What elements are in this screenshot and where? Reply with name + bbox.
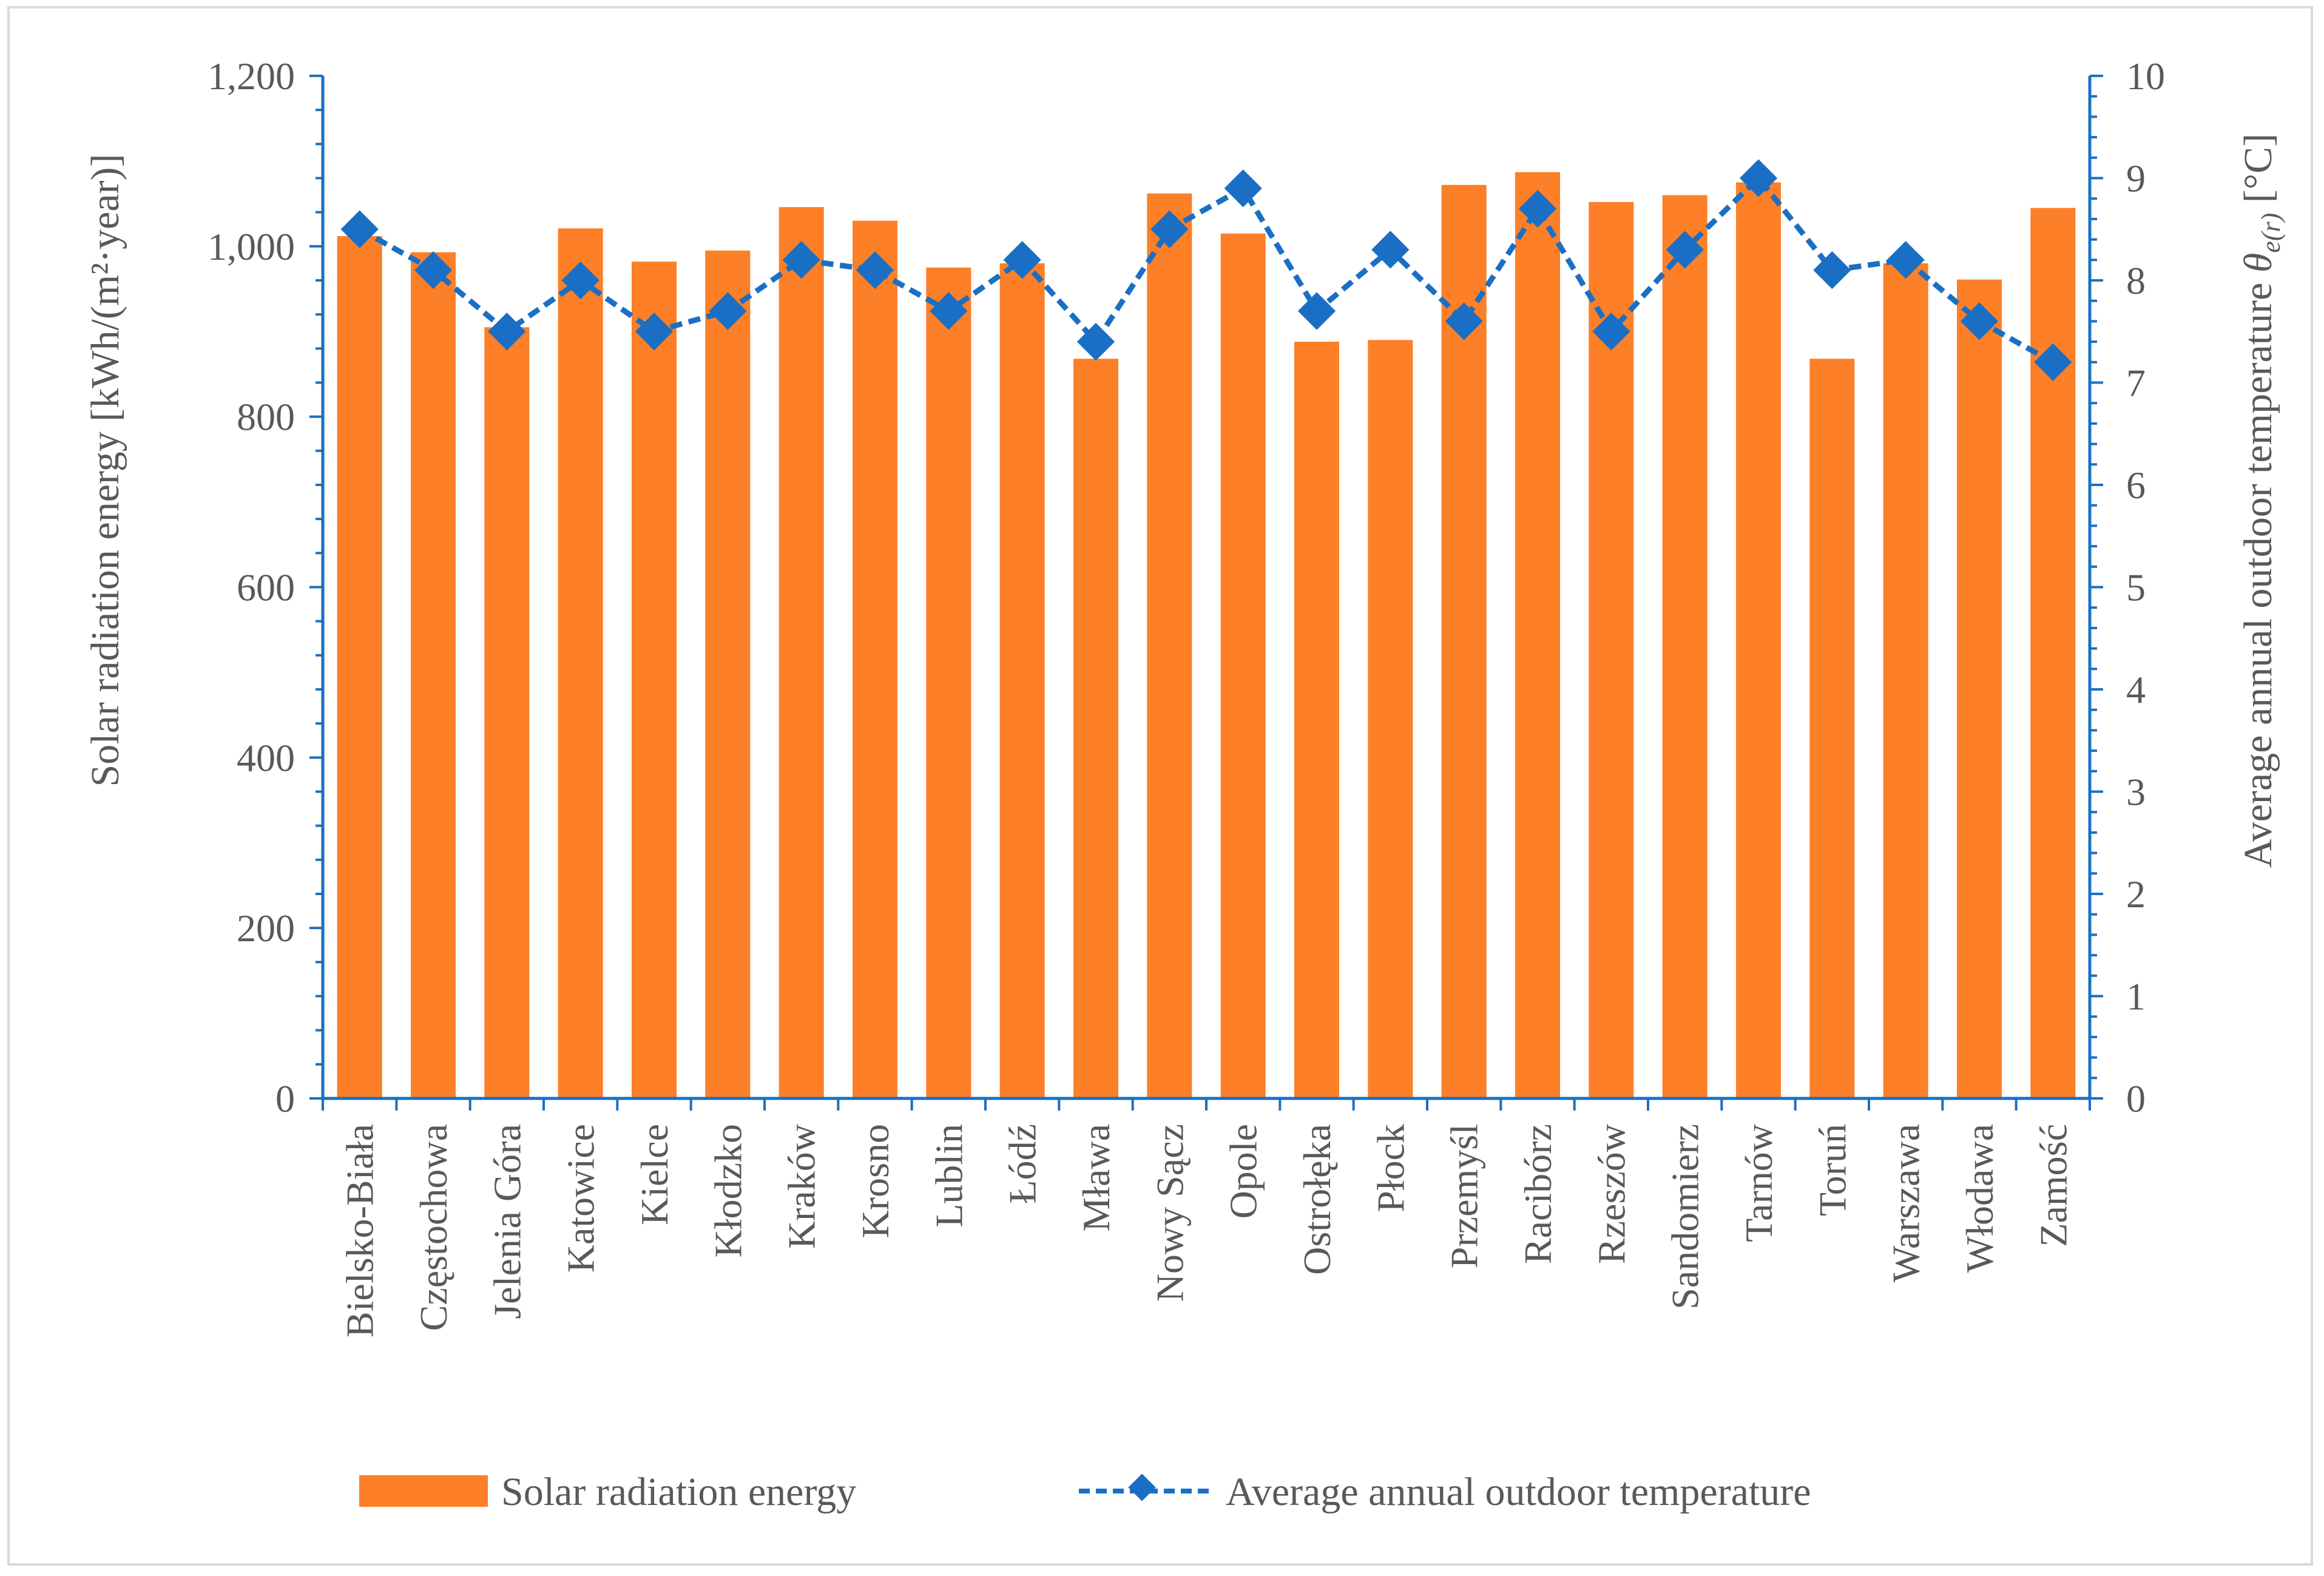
left-axis-ticks: 0 200 400 600 800 1,000 1,200 — [208, 55, 323, 1120]
category-label-5: Kielce — [633, 1124, 676, 1225]
legend: Solar radiation energy Average annual ou… — [359, 1470, 1811, 1514]
category-label-13: Opole — [1222, 1124, 1265, 1219]
category-label-12: Nowy Sącz — [1148, 1124, 1191, 1302]
category-label-3: Jelenia Góra — [485, 1124, 529, 1319]
right-tick-label: 9 — [2126, 157, 2146, 200]
legend-label-temperature: Average annual outdoor temperature — [1226, 1470, 1811, 1514]
left-tick-label: 600 — [237, 566, 295, 609]
bar-18 — [1589, 201, 1634, 1099]
bar-15 — [1368, 340, 1413, 1098]
category-label-10: Łódź — [1001, 1124, 1044, 1204]
category-label-20: Tarnów — [1737, 1124, 1780, 1242]
bar-6 — [705, 250, 751, 1099]
bar-22 — [1883, 263, 1928, 1099]
category-labels: Bielsko-Biała Częstochowa Jelenia Góra Kato… — [339, 1124, 2075, 1338]
left-tick-label: 0 — [275, 1077, 295, 1120]
bar-24 — [2030, 208, 2076, 1098]
temperature-point-13 — [1224, 169, 1262, 208]
temperature-point-24 — [2034, 343, 2072, 381]
right-axis-title-unit: [°C] — [2236, 134, 2280, 213]
right-tick-label: 6 — [2126, 464, 2146, 507]
temperature-point-11 — [1076, 322, 1115, 361]
category-label-1: Bielsko-Biała — [339, 1124, 382, 1338]
left-tick-label: 800 — [237, 396, 295, 439]
bar-23 — [1956, 279, 2002, 1098]
category-label-24: Zamość — [2032, 1124, 2075, 1247]
bar-3 — [484, 327, 530, 1098]
legend-bar-swatch — [359, 1475, 488, 1507]
category-label-17: Racibórz — [1516, 1124, 1559, 1264]
right-tick-label: 8 — [2126, 259, 2146, 302]
bar-5 — [631, 262, 677, 1098]
right-axis-title-main: Average annual outdoor temperature — [2236, 272, 2280, 868]
right-tick-label: 5 — [2126, 566, 2146, 609]
category-label-7: Kraków — [780, 1124, 823, 1249]
right-tick-label: 0 — [2126, 1077, 2146, 1120]
right-tick-label: 2 — [2126, 873, 2146, 916]
bar-17 — [1515, 172, 1561, 1098]
category-label-15: Płock — [1369, 1124, 1412, 1212]
category-label-2: Częstochowa — [412, 1124, 455, 1331]
category-label-21: Toruń — [1811, 1124, 1854, 1216]
category-label-18: Rzeszów — [1590, 1124, 1633, 1264]
category-label-9: Lublin — [927, 1124, 970, 1228]
right-tick-label: 10 — [2126, 55, 2165, 98]
category-label-8: Krosno — [854, 1124, 897, 1238]
legend-marker-swatch — [1128, 1473, 1156, 1501]
category-label-4: Katowice — [559, 1124, 603, 1273]
temperature-point-1 — [340, 210, 379, 248]
right-axis-title-symbol: θ — [2236, 253, 2280, 272]
left-axis-title: Solar radiation energy [kWh/(m²·year)] — [83, 154, 127, 787]
category-label-23: Włodawa — [1958, 1124, 2001, 1273]
bar-8 — [852, 220, 898, 1098]
bar-21 — [1809, 359, 1855, 1098]
right-axis-ticks: 0 1 2 3 4 5 6 7 8 9 10 — [2090, 55, 2165, 1120]
right-axis-title: Average annual outdoor temperature θe(r)… — [2236, 134, 2286, 868]
bar-1 — [337, 235, 382, 1098]
left-tick-label: 1,000 — [208, 225, 295, 268]
right-tick-label: 4 — [2126, 668, 2146, 711]
bar-12 — [1147, 193, 1192, 1098]
temperature-line — [358, 174, 2055, 365]
bar-19 — [1662, 195, 1708, 1098]
right-tick-label: 3 — [2126, 771, 2146, 814]
category-label-6: Kłodzko — [706, 1124, 749, 1257]
right-tick-label: 1 — [2126, 975, 2146, 1018]
category-label-19: Sandomierz — [1664, 1124, 1707, 1310]
left-tick-label: 400 — [237, 736, 295, 779]
x-axis-ticks — [322, 1098, 2091, 1111]
right-tick-label: 7 — [2126, 362, 2146, 405]
bar-9 — [926, 267, 971, 1098]
right-axis-title-subscript: e(r) — [2256, 213, 2286, 253]
category-label-14: Ostrołęka — [1295, 1124, 1339, 1275]
temperature-point-2 — [414, 251, 453, 289]
temperature-point-3 — [488, 313, 526, 351]
bar-11 — [1073, 359, 1119, 1098]
left-tick-label: 200 — [237, 907, 295, 950]
bar-13 — [1220, 233, 1266, 1098]
category-label-22: Warszawa — [1885, 1124, 1928, 1282]
bar-14 — [1294, 342, 1340, 1098]
bar-10 — [999, 263, 1045, 1099]
bar-series — [337, 172, 2076, 1099]
bar-4 — [558, 228, 603, 1098]
category-label-16: Przemyśl — [1443, 1124, 1486, 1268]
category-label-11: Mława — [1075, 1124, 1118, 1232]
temperature-point-18 — [1592, 313, 1630, 351]
bar-20 — [1735, 182, 1782, 1098]
legend-label-solar: Solar radiation energy — [501, 1470, 856, 1514]
left-tick-label: 1,200 — [208, 55, 295, 98]
temperature-point-4 — [561, 261, 600, 300]
temperature-point-5 — [635, 313, 674, 351]
bar-2 — [410, 252, 456, 1099]
bar-7 — [779, 207, 824, 1098]
